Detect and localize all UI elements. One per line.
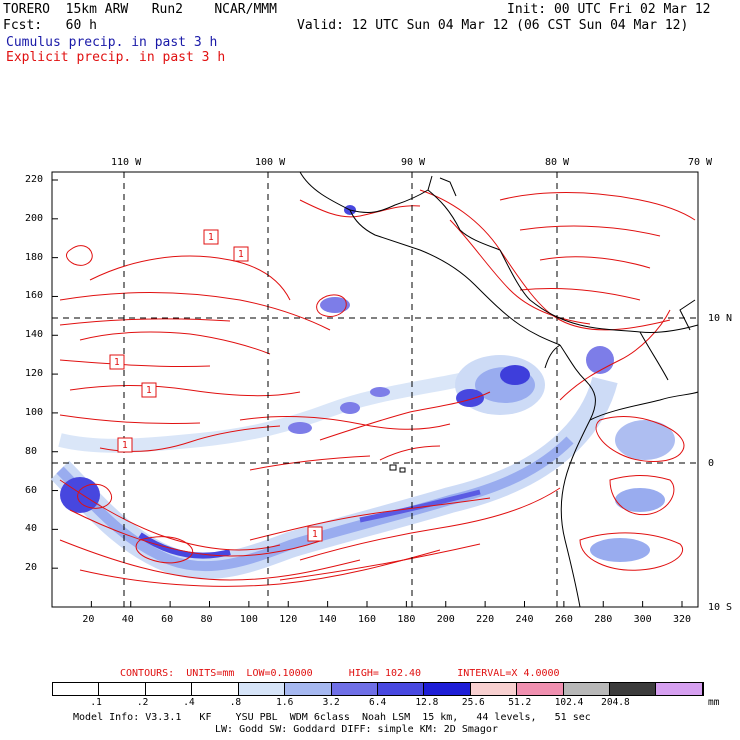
colorbar-label: 3.2	[322, 697, 340, 708]
colorbar-swatch	[517, 683, 564, 695]
y-tick-label: 100	[25, 406, 44, 418]
valid-time: Valid: 12 UTC Sun 04 Mar 12 (06 CST Sun …	[297, 18, 689, 33]
colorbar-swatch	[610, 683, 657, 695]
contour-high: 102.40	[384, 668, 422, 679]
colorbar	[52, 682, 704, 696]
colorbar-label: 25.6	[461, 697, 485, 708]
x-tick-label: 80	[200, 614, 213, 625]
colorbar-label: .4	[183, 697, 195, 708]
colorbar-unit: mm	[708, 697, 720, 708]
y-tick-label: 60	[25, 484, 38, 496]
lat-label: 10 S	[708, 602, 733, 613]
colorbar-swatch	[331, 683, 378, 695]
x-tick-label: 240	[515, 614, 534, 625]
colorbar-swatch	[656, 683, 703, 695]
physics-info: LW: Godd SW: Goddard DIFF: simple KM: 2D…	[215, 724, 498, 735]
x-tick-label: 200	[436, 614, 455, 625]
y-tick-label: 200	[25, 212, 44, 224]
lon-label: 90 W	[401, 157, 426, 168]
contour-low: 0.10000	[270, 668, 313, 679]
lat-label: 0	[708, 458, 715, 469]
x-tick-label: 320	[673, 614, 692, 625]
y-tick-label: 160	[25, 290, 44, 302]
max-label: 1	[312, 529, 318, 540]
x-tick-label: 280	[594, 614, 613, 625]
colorbar-swatch	[238, 683, 286, 695]
lon-label: 100 W	[255, 157, 286, 168]
max-label: 1	[238, 249, 244, 260]
colorbar-label: .8	[229, 697, 242, 708]
x-tick-label: 220	[476, 614, 495, 625]
x-tick-label: 100	[239, 614, 258, 625]
x-tick-label: 260	[554, 614, 573, 625]
colorbar-label: .2	[136, 697, 149, 708]
init-time: Init: 00 UTC Fri 02 Mar 12	[507, 2, 711, 17]
contour-high-label: HIGH=	[348, 668, 379, 679]
colorbar-swatch	[192, 683, 239, 695]
max-label: 1	[114, 357, 120, 368]
x-tick-label: 300	[633, 614, 652, 625]
y-tick-label: 120	[25, 368, 44, 380]
lat-label: 10 N	[708, 313, 733, 324]
colorbar-label: 12.8	[415, 697, 439, 708]
max-label: 1	[146, 385, 152, 396]
max-label: 1	[122, 440, 128, 451]
axis-ticks	[52, 179, 683, 607]
colorbar-swatch	[99, 683, 146, 695]
legend-cumulus: Cumulus precip. in past 3 h	[6, 35, 218, 50]
contour-info: CONTOURS: UNITS=mm LOW=0.10000 HIGH= 102…	[120, 668, 560, 679]
colorbar-swatch	[285, 683, 332, 695]
contour-interval: 4.0000	[523, 668, 560, 679]
colorbar-swatch	[424, 683, 471, 695]
x-tick-label: 40	[121, 614, 134, 625]
x-tick-label: 140	[318, 614, 337, 625]
y-tick-label: 20	[25, 562, 38, 574]
lon-label: 70 W	[688, 157, 713, 168]
x-tick-label: 120	[279, 614, 298, 625]
coastlines	[299, 171, 699, 608]
max-label-boxes	[109, 229, 323, 542]
model-title: TORERO 15km ARW Run2 NCAR/MMM	[3, 2, 277, 17]
lon-label: 80 W	[545, 157, 570, 168]
x-tick-label: 60	[161, 614, 174, 625]
lat-lon-grid	[52, 172, 698, 607]
colorbar-swatch	[377, 683, 425, 695]
colorbar-swatch	[470, 683, 518, 695]
colorbar-label: 6.4	[369, 697, 387, 708]
colorbar-swatch	[563, 683, 611, 695]
colorbar-label: 51.2	[508, 697, 532, 708]
model-info: Model Info: V3.3.1 KF YSU PBL WDM 6class…	[73, 712, 591, 723]
contour-interval-label: INTERVAL=X	[457, 668, 518, 679]
colorbar-swatch	[53, 683, 100, 695]
x-tick-label: 20	[82, 614, 95, 625]
y-tick-label: 180	[25, 251, 44, 263]
contours-label: CONTOURS: UNITS=mm LOW=	[120, 668, 271, 679]
y-tick-label: 40	[25, 523, 38, 535]
y-tick-label: 220	[25, 174, 44, 185]
colorbar-label: 1.6	[276, 697, 294, 708]
forecast-hour: Fcst: 60 h	[3, 18, 97, 33]
colorbar-label: 102.4	[554, 697, 584, 708]
x-tick-label: 160	[358, 614, 377, 625]
colorbar-swatch	[145, 683, 193, 695]
x-tick-label: 180	[397, 614, 416, 625]
colorbar-label: .1	[90, 697, 102, 708]
y-tick-label: 80	[25, 445, 38, 457]
lon-label: 110 W	[111, 157, 142, 168]
max-label: 1	[208, 232, 214, 243]
colorbar-label: 204.8	[601, 697, 630, 708]
y-tick-label: 140	[25, 329, 44, 341]
legend-explicit: Explicit precip. in past 3 h	[6, 50, 226, 65]
